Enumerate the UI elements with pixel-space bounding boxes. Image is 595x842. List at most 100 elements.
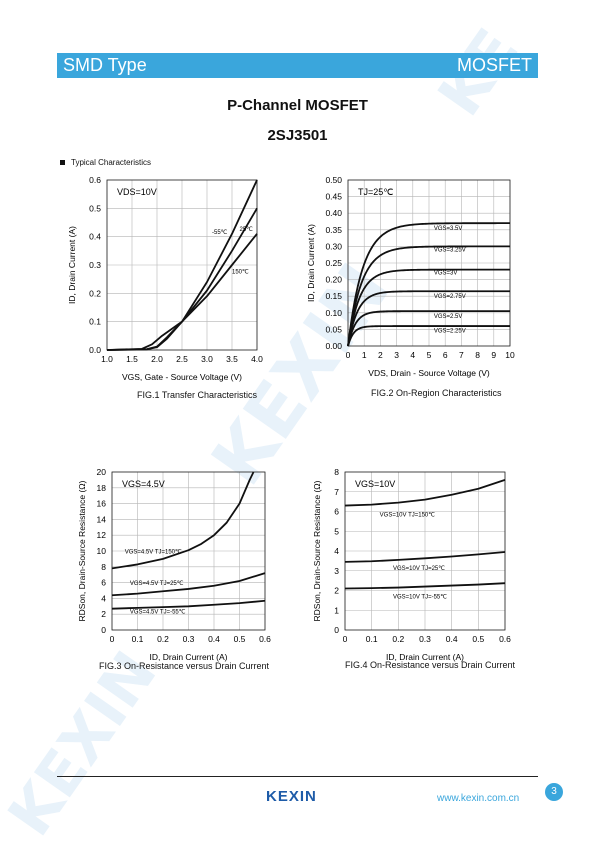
curve-label: VGS=4.5V TJ=25℃ [130, 581, 184, 587]
caption-fig3: FIG.3 On-Resistance versus Drain Current [99, 661, 270, 671]
x-tick-label: 0.5 [234, 634, 246, 644]
x-tick-label: 0 [346, 350, 351, 360]
y-tick-label: 6 [101, 578, 106, 588]
series-line-0 [344, 479, 506, 507]
y-tick-label: 5 [334, 526, 339, 536]
curve-label: VGS=10V TJ=-55℃ [393, 594, 447, 600]
y-axis-label: RDSon, Drain-Source Resistance (Ω) [312, 480, 322, 621]
curve-label: VGS=2.75V [434, 294, 466, 300]
plot-frame [106, 179, 258, 351]
section-title: Typical Characteristics [71, 158, 152, 167]
y-tick-label: 2 [101, 609, 106, 619]
curve-label: VGS=3.25V [434, 247, 466, 253]
series-line-1 [111, 572, 266, 597]
x-tick-label: 7 [459, 350, 464, 360]
section-heading: Typical Characteristics [60, 158, 151, 167]
x-tick-label: 3.5 [226, 354, 238, 364]
y-tick-label: 0.4 [89, 232, 101, 242]
y-tick-label: 8 [101, 562, 106, 572]
y-axis-label: RDSon, Drain-Source Resistance (Ω) [77, 480, 87, 621]
curve-label: 150℃ [232, 270, 249, 276]
y-tick-label: 0.15 [325, 291, 342, 301]
x-tick-label: 2.0 [151, 354, 163, 364]
y-tick-label: 12 [97, 530, 107, 540]
x-tick-label: 0.2 [157, 634, 169, 644]
series-line-0 [111, 471, 255, 570]
x-tick-label: 8 [475, 350, 480, 360]
y-tick-label: 0.45 [325, 192, 342, 202]
series-line-4 [347, 310, 510, 347]
x-tick-label: 0 [110, 634, 115, 644]
kexin-logo: KEXIN [266, 788, 317, 805]
y-tick-label: 1 [334, 605, 339, 615]
header-category: SMD Type [63, 55, 147, 75]
curve-label: VGS=2.5V [434, 314, 463, 320]
y-tick-label: 0.2 [89, 288, 101, 298]
caption-fig4: FIG.4 On-Resistance versus Drain Current [345, 660, 516, 670]
header-bar: SMD Type MOSFET [57, 53, 538, 78]
x-tick-label: 2.5 [176, 354, 188, 364]
y-tick-label: 3 [334, 566, 339, 576]
x-axis-label: VDS, Drain - Source Voltage (V) [368, 368, 490, 378]
condition-label: VGS=4.5V [122, 479, 165, 489]
x-tick-label: 0.6 [259, 634, 271, 644]
x-tick-label: 0.1 [366, 634, 378, 644]
x-tick-label: 6 [443, 350, 448, 360]
y-tick-label: 0.10 [325, 308, 342, 318]
y-tick-label: 0.50 [325, 175, 342, 185]
curve-label: VGS=4.5V TJ=150℃ [125, 549, 182, 555]
plot-frame [111, 471, 266, 631]
page-number-badge: 3 [545, 783, 563, 801]
y-tick-label: 7 [334, 487, 339, 497]
series-line-5 [347, 325, 510, 347]
x-tick-label: 0 [343, 634, 348, 644]
x-axis-label: VGS, Gate - Source Voltage (V) [122, 372, 242, 382]
caption-fig1: FIG.1 Transfer Characteristics [137, 390, 258, 400]
x-tick-label: 3 [394, 350, 399, 360]
y-axis-label: ID, Drain Current (A) [306, 224, 316, 302]
x-tick-label: 2 [378, 350, 383, 360]
condition-label: TJ=25℃ [358, 187, 393, 197]
condition-label: VDS=10V [117, 187, 157, 197]
y-tick-label: 0.0 [89, 345, 101, 355]
chart-fig1: 1.0 1.5 2.0 2.5 3.0 3.5 4.0 0.0 0.1 0.2 0.3 0.4 0.5 0… [67, 175, 263, 382]
y-tick-label: 0.6 [89, 175, 101, 185]
series-line-2 [344, 582, 506, 590]
square-bullet-icon [60, 160, 65, 166]
caption-fig2: FIG.2 On-Region Characteristics [371, 388, 502, 398]
curve-label: VGS=10V TJ=150℃ [380, 512, 436, 518]
x-tick-label: 4.0 [251, 354, 263, 364]
x-axis-label: ID, Drain Current (A) [386, 652, 464, 662]
website-link[interactable]: www.kexin.com.cn [437, 793, 520, 804]
y-tick-label: 0.40 [325, 208, 342, 218]
y-tick-label: 0.05 [325, 324, 342, 334]
y-tick-label: 0.00 [325, 341, 342, 351]
x-tick-label: 0.1 [132, 634, 144, 644]
y-tick-label: 16 [97, 499, 107, 509]
y-tick-label: 10 [97, 546, 107, 556]
y-tick-label: 0.1 [89, 317, 101, 327]
curve-label: 25℃ [240, 227, 254, 233]
x-tick-label: 0.3 [419, 634, 431, 644]
plot-frame [347, 179, 511, 347]
x-tick-label: 4 [410, 350, 415, 360]
x-tick-label: 1.5 [126, 354, 138, 364]
curve-label: -55℃ [212, 230, 228, 236]
y-tick-label: 20 [97, 467, 107, 477]
part-number: 2SJ3501 [267, 127, 328, 144]
curve-label: VGS=10V TJ=25℃ [393, 566, 445, 572]
y-tick-label: 0.20 [325, 275, 342, 285]
curve-label: VGS=4.5V TJ=-55℃ [130, 609, 186, 615]
curve-label: VGS=3V [434, 271, 458, 277]
y-tick-label: 0.5 [89, 203, 101, 213]
y-tick-label: 0.3 [89, 260, 101, 270]
curve-label: VGS=2.25V [434, 329, 466, 335]
chart-fig3: 0 0.1 0.2 0.3 0.4 0.5 0.6 0 2 4 6 8 10 12 14 16 18 20 ID, … [77, 467, 271, 662]
series-line-0 [347, 222, 510, 347]
x-tick-label: 9 [491, 350, 496, 360]
series-line-3 [347, 290, 510, 347]
y-tick-label: 6 [334, 507, 339, 517]
header-product-type: MOSFET [457, 55, 532, 75]
y-tick-label: 18 [97, 483, 107, 493]
series-line-1 [344, 551, 506, 563]
